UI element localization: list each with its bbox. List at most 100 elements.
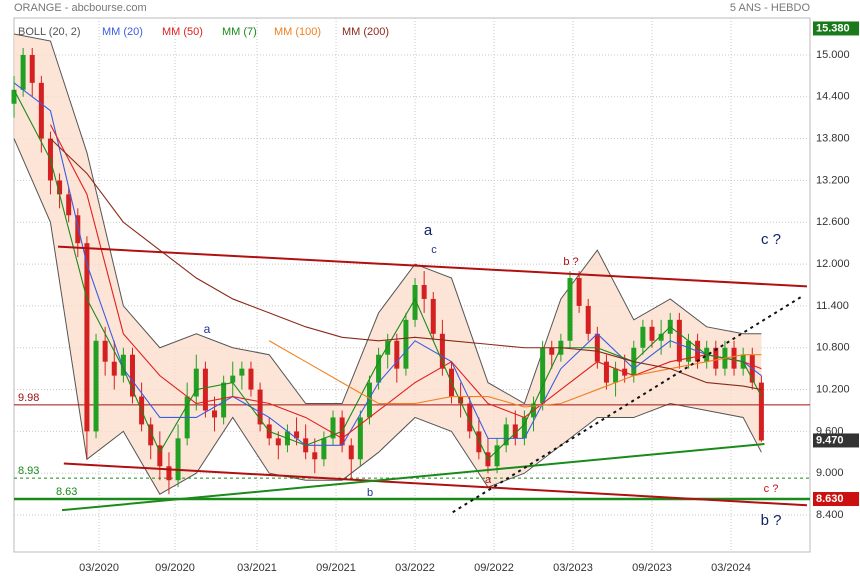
y-tick-label: 11.400 [816,300,849,312]
y-tick-label: 15.000 [816,49,850,61]
candle-body [421,285,427,299]
candle-body [403,319,409,369]
x-tick-label: 03/2024 [711,562,751,574]
wave-annotation: b [367,487,373,499]
candle-body [29,54,35,83]
candle-body [312,452,318,460]
legend-label: MM (50) [162,26,203,38]
candle-body [66,194,72,216]
candle-body [38,82,44,139]
wave-annotation: a [204,322,211,336]
x-tick-label: 03/2021 [237,562,277,574]
moving-average [13,89,762,461]
candle-body [129,354,135,397]
y-tick-label: 13.200 [816,174,850,186]
candle-body [166,466,172,481]
wave-annotation: a [424,222,433,239]
y-tick-label: 14.400 [816,91,850,103]
moving-average [50,138,762,391]
legend-label: BOLL (20, 2) [18,26,81,38]
candle-body [294,431,300,439]
candle-body [366,382,372,418]
legend-label: MM (200) [342,26,389,38]
candle-body [640,326,646,348]
candle-body [275,438,281,446]
candle-body [330,417,336,439]
candle-body [376,354,382,383]
bollinger-upper [13,33,762,405]
y-tick-label: 8.400 [816,509,844,521]
wave-annotation: c [431,244,437,256]
candle-body [512,424,518,439]
candle-body [193,368,199,397]
wave-annotation: b ? [761,512,782,529]
y-tick-label: 12.000 [816,258,850,270]
x-tick-label: 09/2020 [155,562,195,574]
candle-body [212,410,218,418]
candle-body [120,354,126,376]
candle-body [613,368,619,383]
legend-label: MM (7) [222,26,257,38]
candle-body [439,333,445,369]
candle-body [202,368,208,411]
candle-body [758,382,764,441]
price-tag-label: 8.630 [816,493,844,505]
price-tag [813,492,859,507]
candle-body [175,438,181,481]
candle-body [503,424,509,446]
x-tick-label: 09/2023 [632,562,672,574]
candle-body [239,368,245,376]
candle-body [385,340,391,355]
trendline [452,295,803,514]
y-tick-label: 10.800 [816,342,850,354]
candle-body [576,278,582,306]
x-tick-label: 03/2023 [553,562,593,574]
candle-body [585,305,591,334]
legend-label: MM (20) [102,26,143,38]
legend-label: MM (100) [274,26,321,38]
price-tag [813,21,859,36]
plot-frame [13,17,811,553]
price-tag-label: 9.470 [816,434,844,446]
candle-body [257,389,263,425]
level-label: 8.63 [56,486,77,498]
trendline [63,462,808,507]
candle-body [102,340,108,362]
candle-body [540,347,546,404]
candle-body [685,340,691,362]
candle-body [75,215,81,244]
price-tag [813,433,859,448]
y-tick-label: 12.600 [816,216,850,228]
candle-body [549,347,555,355]
wave-annotation: c ? [764,483,779,495]
y-tick-label: 10.200 [816,383,850,395]
candle-body [467,403,473,432]
price-tag-label: 15.380 [816,22,850,34]
candle-body [603,361,609,383]
candle-body [11,89,17,104]
candle-body [357,417,363,460]
y-tick-label: 13.800 [816,133,850,145]
y-tick-label: 9.000 [816,467,844,479]
candle-body [394,340,400,369]
x-tick-label: 09/2022 [474,562,514,574]
candle-body [649,326,655,341]
chart-subtitle: 5 ANS - HEBDO [730,2,811,14]
candle-body [111,361,117,376]
candle-body [412,285,418,320]
trendline [61,442,765,512]
candle-body [93,340,99,432]
candle-body [248,368,254,390]
level-label: 9.98 [18,392,39,404]
candle-body [157,445,163,467]
wave-annotation: a [485,474,492,486]
candle-body [348,445,354,460]
level-label: 8.93 [18,465,39,477]
x-tick-label: 03/2020 [79,562,119,574]
candle-body [476,431,482,453]
candle-body [430,298,436,334]
moving-average [13,82,762,446]
candle-body [230,375,236,383]
x-tick-label: 03/2022 [395,562,435,574]
